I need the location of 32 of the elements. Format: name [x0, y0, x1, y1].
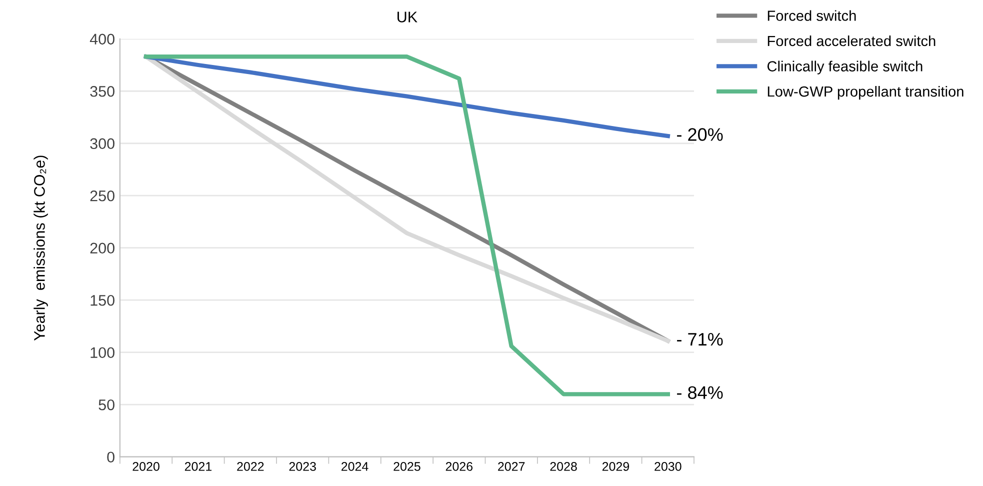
line-series — [144, 54, 670, 138]
x-tick-label: 2027 — [498, 462, 525, 471]
x-tick-label: 2026 — [446, 462, 473, 471]
x-tick-label: 2023 — [289, 462, 316, 471]
x-tick-label: 2022 — [237, 462, 264, 471]
x-tick-label: 2030 — [654, 462, 682, 471]
annotation: - 71% — [677, 332, 723, 346]
legend-label: Clinically feasible switch — [767, 60, 922, 74]
x-tick-label: 2025 — [394, 462, 420, 471]
y-tick-label: 0 — [107, 452, 114, 463]
legend-label: Low-GWP propellant transition — [768, 86, 964, 100]
annotation: - 20% — [677, 128, 723, 141]
x-tick-label: 2028 — [550, 462, 577, 471]
x-tick-label: 2021 — [184, 462, 212, 471]
x-tick-label: 2029 — [602, 462, 630, 471]
y-tick-label: 400 — [90, 34, 114, 45]
y-tick-label: 50 — [98, 399, 114, 410]
y-tick-label: 100 — [90, 347, 114, 358]
y-tick-label: 300 — [90, 138, 114, 150]
y-tick-label: 150 — [90, 294, 114, 306]
x-tick-label: 2024 — [342, 462, 368, 471]
legend-label: Forced switch — [768, 10, 856, 21]
y-tick-label: 200 — [90, 242, 114, 254]
y-tick-label: 350 — [90, 86, 114, 97]
x-tick-label: 2020 — [132, 462, 160, 471]
legend-label: Forced accelerated switch — [768, 35, 936, 46]
y-tick-label: 250 — [90, 190, 114, 202]
line-series — [144, 54, 670, 396]
chart-title: UK — [398, 12, 418, 22]
y-axis-title: Yearly emissions (kt CO₂e) — [34, 156, 48, 341]
line-series — [144, 54, 670, 343]
annotation: - 84% — [677, 386, 723, 399]
